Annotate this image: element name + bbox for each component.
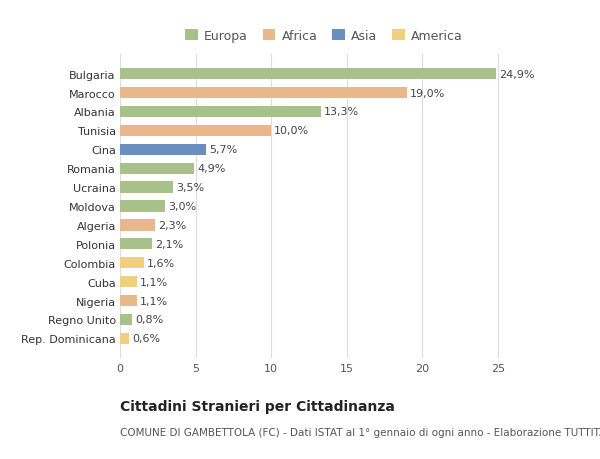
Bar [120, 88, 407, 99]
Text: 2,3%: 2,3% [158, 220, 186, 230]
Text: 19,0%: 19,0% [410, 89, 445, 98]
Legend: Europa, Africa, Asia, America: Europa, Africa, Asia, America [185, 30, 463, 43]
Text: 3,0%: 3,0% [169, 202, 196, 212]
Text: 2,1%: 2,1% [155, 239, 183, 249]
Bar [120, 333, 129, 344]
Bar [120, 144, 206, 156]
Bar [120, 201, 166, 212]
Bar [120, 220, 155, 231]
Text: 1,1%: 1,1% [140, 296, 168, 306]
Text: 1,1%: 1,1% [140, 277, 168, 287]
Bar [120, 239, 152, 250]
Text: 0,6%: 0,6% [132, 334, 160, 344]
Text: COMUNE DI GAMBETTOLA (FC) - Dati ISTAT al 1° gennaio di ogni anno - Elaborazione: COMUNE DI GAMBETTOLA (FC) - Dati ISTAT a… [120, 427, 600, 437]
Text: 24,9%: 24,9% [499, 69, 535, 79]
Bar [120, 276, 137, 288]
Text: 0,8%: 0,8% [135, 315, 163, 325]
Text: 1,6%: 1,6% [147, 258, 175, 268]
Text: 3,5%: 3,5% [176, 183, 204, 193]
Text: 10,0%: 10,0% [274, 126, 309, 136]
Text: 5,7%: 5,7% [209, 145, 238, 155]
Bar [120, 163, 194, 174]
Text: 13,3%: 13,3% [324, 107, 359, 117]
Bar [120, 125, 271, 137]
Text: Cittadini Stranieri per Cittadinanza: Cittadini Stranieri per Cittadinanza [120, 399, 395, 413]
Bar [120, 257, 144, 269]
Bar [120, 69, 496, 80]
Bar [120, 295, 137, 307]
Bar [120, 314, 132, 325]
Bar [120, 182, 173, 193]
Text: 4,9%: 4,9% [197, 164, 226, 174]
Bar [120, 106, 321, 118]
